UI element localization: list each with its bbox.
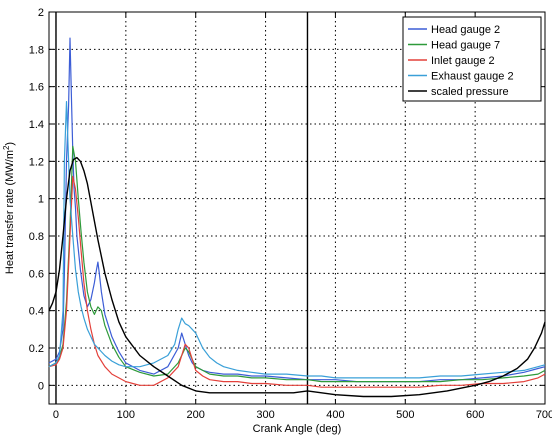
y-tick-label: 0 bbox=[38, 380, 44, 392]
y-ticks: 0 0.2 0.4 0.6 0.8 1 1.2 1.4 1.6 1.8 2 bbox=[29, 7, 545, 392]
x-tick-label: 700 bbox=[536, 409, 552, 421]
series-group bbox=[48, 37, 546, 398]
y-tick-label: 2 bbox=[38, 7, 44, 19]
x-tick-label: 100 bbox=[117, 409, 135, 421]
series-line-3 bbox=[48, 100, 546, 379]
y-axis-label: Heat transfer rate (MW/m2) bbox=[2, 142, 16, 274]
y-tick-label: 1.2 bbox=[29, 156, 44, 168]
legend-entry: Head gauge 7 bbox=[431, 40, 500, 52]
x-tick-label: 500 bbox=[396, 409, 414, 421]
x-axis-label: Crank Angle (deg) bbox=[253, 423, 342, 435]
y-tick-label: 0.8 bbox=[29, 231, 44, 243]
x-tick-label: 600 bbox=[466, 409, 484, 421]
legend-entry: Head gauge 2 bbox=[431, 24, 500, 36]
y-axis-label-superscript: 2 bbox=[2, 145, 11, 150]
y-tick-label: 1.4 bbox=[29, 119, 44, 131]
y-tick-label: 0.6 bbox=[29, 268, 44, 280]
series-line-1 bbox=[48, 145, 546, 383]
y-axis-label-main: Heat transfer rate (MW/m bbox=[4, 150, 16, 274]
legend-box bbox=[402, 16, 542, 102]
y-tick-label: 0.4 bbox=[29, 306, 44, 318]
x-tick-label: 400 bbox=[326, 409, 344, 421]
x-tick-label: 200 bbox=[187, 409, 205, 421]
legend-entry: Exhaust gauge 2 bbox=[431, 71, 514, 83]
series-line-2 bbox=[48, 175, 546, 388]
x-tick-label: 0 bbox=[53, 409, 59, 421]
x-ticks: 0 100 200 300 400 500 600 700 bbox=[53, 12, 552, 421]
legend-entry: Inlet gauge 2 bbox=[431, 55, 495, 67]
y-tick-label: 1.6 bbox=[29, 82, 44, 94]
vertical-reference-lines bbox=[55, 12, 309, 404]
y-tick-label: 1 bbox=[38, 194, 44, 206]
legend-entry: scaled pressure bbox=[431, 86, 509, 98]
x-tick-label: 300 bbox=[256, 409, 274, 421]
legend: Head gauge 2 Head gauge 7 Inlet gauge 2 Exh… bbox=[402, 16, 542, 102]
y-tick-label: 1.8 bbox=[29, 44, 44, 56]
y-tick-label: 0.2 bbox=[29, 343, 44, 355]
series-line-4 bbox=[48, 156, 546, 398]
y-axis-label-close: ) bbox=[4, 142, 16, 146]
